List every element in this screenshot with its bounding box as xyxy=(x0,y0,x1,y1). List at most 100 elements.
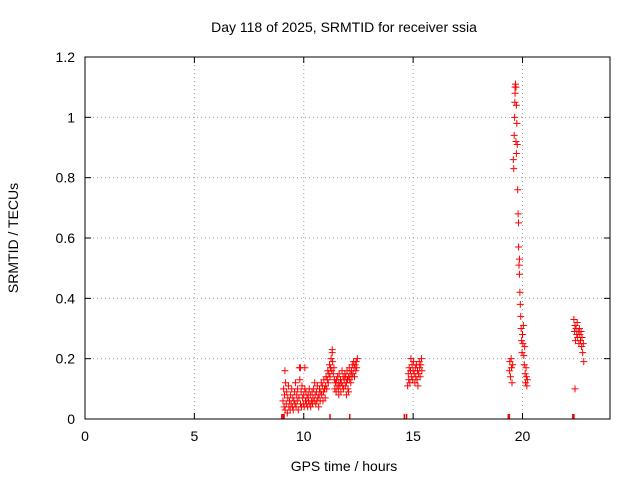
data-point xyxy=(515,219,523,227)
data-point xyxy=(327,355,335,363)
data-point xyxy=(284,382,292,390)
data-point xyxy=(513,140,521,148)
data-point xyxy=(347,379,355,387)
data-point xyxy=(282,379,290,387)
data-point xyxy=(519,340,527,348)
y-tick-label: 0 xyxy=(67,411,75,427)
data-point xyxy=(321,394,329,402)
data-point xyxy=(293,397,301,405)
data-point xyxy=(344,385,352,393)
data-points xyxy=(279,80,588,417)
data-point xyxy=(353,355,361,363)
data-point xyxy=(579,340,587,348)
data-point xyxy=(514,186,522,194)
data-point xyxy=(349,370,357,378)
data-point xyxy=(329,358,337,366)
data-point xyxy=(329,370,337,378)
data-point xyxy=(417,355,425,363)
data-point xyxy=(576,337,584,345)
data-point xyxy=(283,409,291,417)
data-point xyxy=(319,388,327,396)
data-point xyxy=(522,373,530,381)
data-point xyxy=(521,343,529,351)
data-point xyxy=(418,367,426,375)
data-point xyxy=(578,334,586,342)
data-point xyxy=(352,367,360,375)
data-point xyxy=(328,346,336,354)
data-point xyxy=(519,321,527,329)
data-point xyxy=(301,364,309,372)
data-point xyxy=(507,355,515,363)
data-point xyxy=(307,403,315,411)
data-point xyxy=(353,364,361,372)
data-point xyxy=(312,400,320,408)
data-point xyxy=(514,210,522,218)
data-point xyxy=(519,331,526,339)
data-point xyxy=(315,403,323,411)
data-point xyxy=(522,379,530,387)
data-point xyxy=(511,89,519,97)
data-point xyxy=(417,361,425,369)
y-tick-label: 0.8 xyxy=(56,170,76,186)
data-point xyxy=(351,373,358,381)
data-point xyxy=(296,376,304,384)
data-point xyxy=(518,349,526,357)
data-point xyxy=(310,385,318,393)
data-point xyxy=(294,406,302,414)
data-point xyxy=(511,83,519,91)
data-point xyxy=(294,385,302,393)
data-point xyxy=(522,364,530,372)
plot-frame xyxy=(84,56,611,420)
y-tick-label: 1 xyxy=(67,109,75,125)
data-point xyxy=(515,270,523,278)
data-point xyxy=(516,300,524,308)
data-point xyxy=(330,364,338,372)
rug-marks xyxy=(281,414,575,419)
data-point xyxy=(416,373,424,381)
data-point xyxy=(510,165,518,173)
x-tick-label: 10 xyxy=(296,428,312,444)
data-point xyxy=(520,361,528,369)
x-axis-label: GPS time / hours xyxy=(291,458,398,474)
data-point xyxy=(413,376,421,384)
data-point xyxy=(326,361,334,369)
data-point xyxy=(318,391,326,399)
y-tick-label: 0.2 xyxy=(56,351,76,367)
y-axis-label: SRMTID / TECUs xyxy=(5,183,21,293)
data-point xyxy=(571,385,579,393)
x-tick-label: 0 xyxy=(81,428,89,444)
data-point xyxy=(509,156,517,164)
data-point xyxy=(352,358,360,366)
axis-ticks: 0 5 10 15 20 0 0.2 0.4 0.6 0.8 1 1.2 xyxy=(56,49,610,444)
data-point xyxy=(509,361,517,369)
data-point xyxy=(345,388,353,396)
data-point xyxy=(279,397,287,405)
data-point xyxy=(512,137,520,145)
data-point xyxy=(573,318,581,326)
x-tick-label: 5 xyxy=(190,428,198,444)
data-point xyxy=(323,385,331,393)
data-point xyxy=(510,131,518,139)
data-point xyxy=(298,382,306,390)
x-tick-label: 15 xyxy=(405,428,421,444)
data-point xyxy=(579,349,587,357)
data-point xyxy=(288,385,296,393)
data-point xyxy=(280,385,288,393)
data-point xyxy=(512,101,520,109)
data-point xyxy=(511,113,519,121)
data-point xyxy=(303,394,311,402)
data-point xyxy=(515,243,523,251)
data-point xyxy=(324,379,332,387)
data-point xyxy=(518,337,526,345)
data-point xyxy=(512,150,520,158)
y-tick-label: 0.4 xyxy=(56,290,76,306)
data-point xyxy=(516,288,524,296)
data-point xyxy=(513,119,521,127)
data-point xyxy=(415,370,423,378)
data-point xyxy=(405,364,413,372)
data-point xyxy=(575,325,583,332)
data-point xyxy=(580,358,588,366)
data-point xyxy=(414,382,422,390)
data-point xyxy=(517,312,525,320)
